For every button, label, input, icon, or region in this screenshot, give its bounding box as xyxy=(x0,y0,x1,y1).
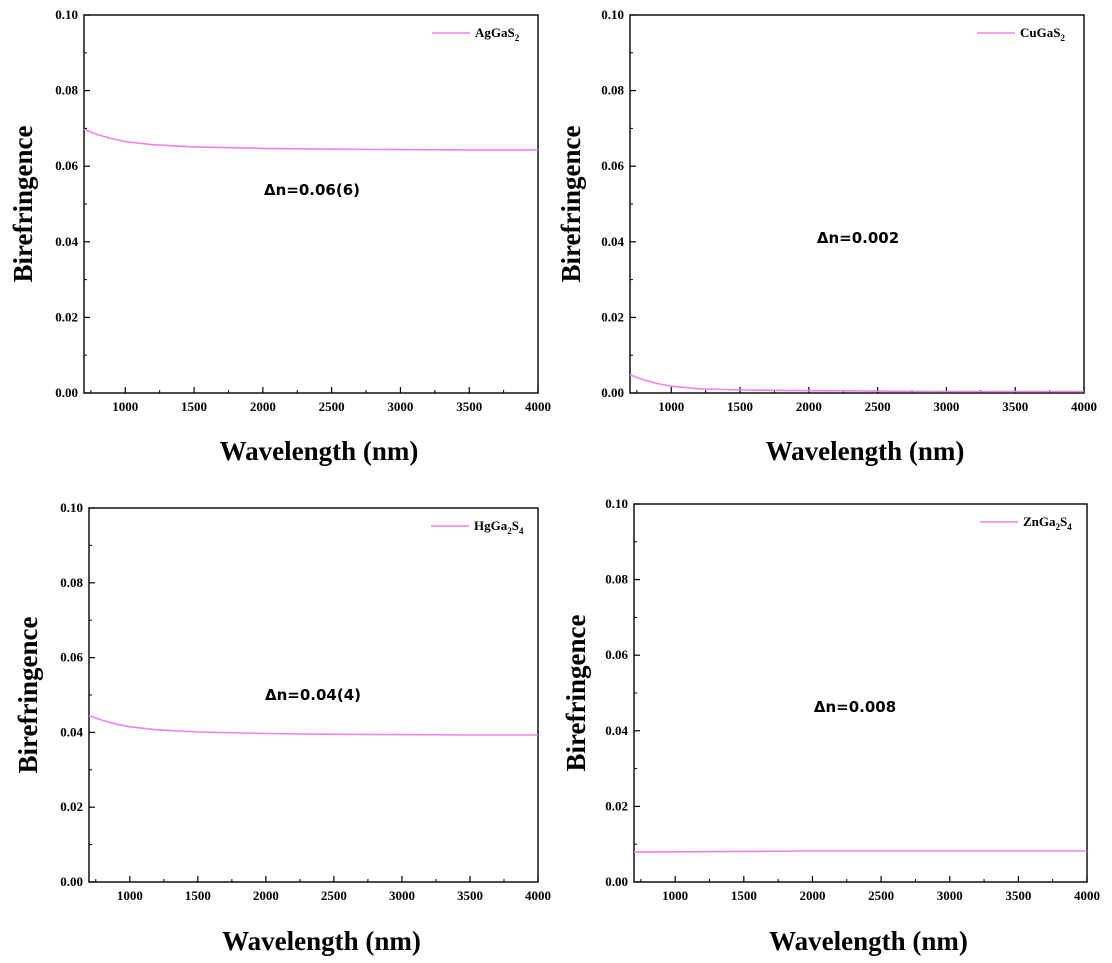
y-tick-label: 0.10 xyxy=(601,7,624,22)
series-line xyxy=(88,714,538,736)
x-axis-title: Wavelength (nm) xyxy=(766,436,965,466)
x-tick-label: 1500 xyxy=(185,888,211,903)
x-tick-label: 1000 xyxy=(662,888,688,903)
y-tick-label: 0.04 xyxy=(55,234,78,249)
x-tick-label: 3000 xyxy=(933,399,959,414)
y-tick-label: 0.08 xyxy=(601,83,624,98)
y-tick-label: 0.02 xyxy=(605,798,628,813)
x-tick-label: 3500 xyxy=(457,888,483,903)
y-tick-label: 0.10 xyxy=(605,496,628,511)
x-axis-title: Wavelength (nm) xyxy=(222,926,421,956)
panel-hgGa2S4: 0.00 0.02 0.04 0.06 0.08 0.10 1000 1500 2000 2500… xyxy=(13,500,551,956)
x-tick-label: 1500 xyxy=(727,399,753,414)
x-tick-label: 1000 xyxy=(117,888,143,903)
x-tick-label: 2000 xyxy=(253,888,279,903)
y-tick-label: 0.04 xyxy=(60,724,83,739)
y-tick-label: 0.02 xyxy=(55,309,78,324)
legend-label: HgGa2S4 xyxy=(474,518,524,536)
x-tick-label: 1500 xyxy=(731,888,757,903)
plot-frame xyxy=(83,14,539,394)
x-tick-label: 1500 xyxy=(181,399,207,414)
y-tick-label: 0.00 xyxy=(55,385,78,400)
y-tick-label: 0.08 xyxy=(605,572,628,587)
y-tick-label: 0.04 xyxy=(605,723,628,738)
x-tick-label: 3500 xyxy=(1002,399,1028,414)
x-tick-label: 4000 xyxy=(525,888,551,903)
y-tick-label: 0.04 xyxy=(601,234,624,249)
x-tick-label: 2500 xyxy=(319,399,345,414)
legend-label: AgGaS2 xyxy=(475,25,520,43)
x-tick-label: 4000 xyxy=(1071,399,1097,414)
y-tick-label: 0.02 xyxy=(60,799,83,814)
y-axis-title: Birefringence xyxy=(13,617,43,774)
delta-n-annotation: Δn=0.002 xyxy=(817,229,899,247)
x-tick-label: 1000 xyxy=(112,399,138,414)
y-tick-label: 0.06 xyxy=(60,650,83,665)
y-tick-label: 0.08 xyxy=(55,83,78,98)
x-tick-label: 4000 xyxy=(1074,888,1100,903)
x-tick-label: 2000 xyxy=(796,399,822,414)
x-axis-title: Wavelength (nm) xyxy=(220,436,419,466)
y-tick-label: 0.06 xyxy=(601,158,624,173)
panel-znGa2S4: 0.00 0.02 0.04 0.06 0.08 0.10 1000 1500 2000 2500… xyxy=(561,496,1100,956)
x-tick-label: 3000 xyxy=(937,888,963,903)
x-tick-label: 4000 xyxy=(525,399,551,414)
x-tick-label: 3500 xyxy=(1005,888,1031,903)
plot-frame xyxy=(633,503,1088,883)
delta-n-annotation: Δn=0.008 xyxy=(814,698,896,716)
y-tick-label: 0.06 xyxy=(605,647,628,662)
x-tick-label: 2500 xyxy=(868,888,894,903)
x-tick-label: 2500 xyxy=(865,399,891,414)
x-tick-label: 2500 xyxy=(321,888,347,903)
y-axis-title: Birefringence xyxy=(8,126,38,283)
y-tick-label: 0.10 xyxy=(55,7,78,22)
series-line xyxy=(629,374,1084,393)
y-tick-label: 0.00 xyxy=(601,385,624,400)
y-tick-label: 0.06 xyxy=(55,158,78,173)
legend-label: ZnGa2S4 xyxy=(1023,514,1072,532)
series-line xyxy=(83,128,538,151)
y-tick-label: 0.08 xyxy=(60,575,83,590)
x-tick-label: 1000 xyxy=(658,399,684,414)
y-tick-label: 0.00 xyxy=(60,874,83,889)
legend-label: CuGaS2 xyxy=(1020,25,1065,43)
y-tick-label: 0.00 xyxy=(605,874,628,889)
series-line xyxy=(633,850,1087,853)
x-tick-label: 3000 xyxy=(389,888,415,903)
panel-cuGaS2: 0.00 0.02 0.04 0.06 0.08 0.10 1000 1500 2000 2500… xyxy=(556,7,1097,466)
delta-n-annotation: Δn=0.04(4) xyxy=(265,686,361,704)
x-tick-label: 2000 xyxy=(250,399,276,414)
y-axis-title: Birefringence xyxy=(561,615,591,772)
plot-frame xyxy=(629,14,1085,394)
y-tick-label: 0.02 xyxy=(601,309,624,324)
x-tick-label: 2000 xyxy=(799,888,825,903)
y-axis-title: Birefringence xyxy=(556,126,586,283)
panel-agGaS2: 0.00 0.02 0.04 0.06 0.08 0.10 1000 1500 2000 2500… xyxy=(8,7,551,466)
x-tick-label: 3500 xyxy=(456,399,482,414)
x-tick-label: 3000 xyxy=(387,399,413,414)
y-tick-label: 0.10 xyxy=(60,500,83,515)
delta-n-annotation: Δn=0.06(6) xyxy=(264,181,360,199)
x-axis-title: Wavelength (nm) xyxy=(769,926,968,956)
